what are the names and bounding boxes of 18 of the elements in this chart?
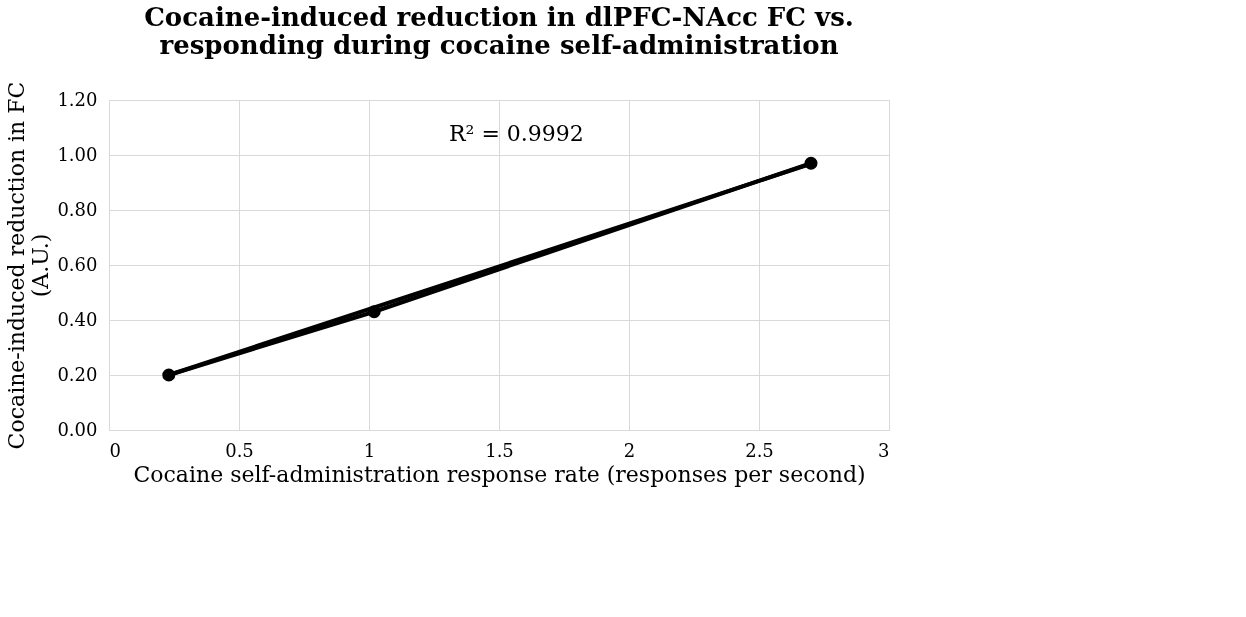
chart-title: Cocaine-induced reduction in dlPFC-NAcc FC vs. responding during cocaine self-administration [144,2,854,61]
y-tick-label: 1.00 [57,143,98,165]
annotation: R² = 0.9992 [449,121,584,146]
y-tick-label: 0.60 [57,253,98,275]
y-tick-label: 0.00 [57,418,98,440]
y-tick-label: 0.80 [57,198,98,220]
x-tick-label: 1.5 [485,439,514,461]
x-tick-label: 2.5 [745,439,774,461]
x-tick-label: 1 [363,439,376,461]
y-tick-label: 0.20 [57,363,98,385]
y-tick-label: 0.40 [57,308,98,330]
y-tick-label: 1.20 [57,88,98,110]
x-axis-title: Cocaine self-administration response rate (responses per second) [133,461,866,487]
x-tick-label: 0 [109,439,121,461]
x-tick-label: 2 [623,439,636,461]
y-axis-title: Cocaine-induced reduction in FC (A.U.) [4,81,54,450]
x-tick-label: 0.5 [225,439,254,461]
x-tick-label: 3 [878,439,890,461]
